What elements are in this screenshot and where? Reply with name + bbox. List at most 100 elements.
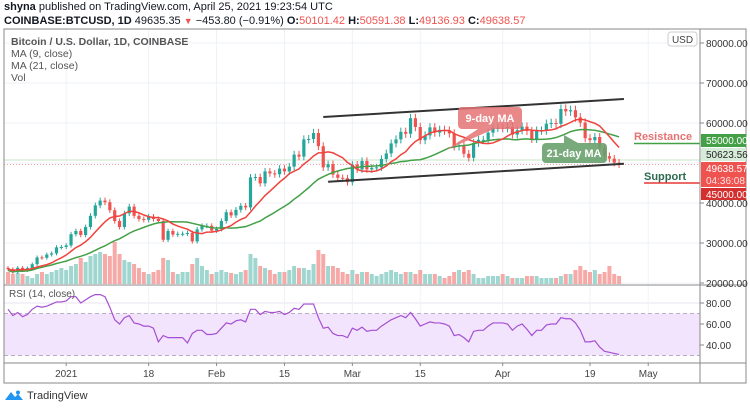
- volume-bar: [141, 272, 146, 284]
- candle-body: [564, 109, 568, 112]
- last-price-text: 49638.57: [706, 164, 748, 175]
- candle-body: [30, 264, 34, 269]
- volume-bar: [427, 274, 432, 284]
- tradingview-logo-text: TradingView: [27, 389, 88, 402]
- rsi-axis[interactable]: 40.00 60.00 80.00: [700, 299, 731, 352]
- candle-body: [278, 168, 282, 175]
- candle-body: [302, 139, 306, 157]
- candle-body: [176, 233, 180, 235]
- legend-rsi[interactable]: RSI (14, close): [9, 289, 76, 300]
- author: shyna: [4, 1, 36, 13]
- volume-bar: [423, 274, 428, 284]
- candle-body: [6, 267, 10, 269]
- price-axis[interactable]: 20000.00 30000.00 40000.00 60000.00 70000.00…: [700, 39, 748, 290]
- volume-bar: [6, 272, 10, 284]
- volume-bar: [253, 258, 258, 284]
- volume-bar: [200, 266, 204, 284]
- candle-body: [181, 233, 185, 235]
- candle-body: [607, 156, 611, 159]
- time-tick-label: 2021: [55, 369, 78, 380]
- volume-bar: [335, 268, 340, 284]
- volume-bar: [491, 276, 495, 284]
- candle-body: [559, 109, 563, 124]
- price-tick-label: 30000.00: [706, 239, 748, 250]
- volume-bar: [277, 272, 282, 284]
- tradingview-logo[interactable]: TradingView: [4, 389, 88, 402]
- volume-bar: [219, 270, 224, 284]
- candle-body: [35, 257, 39, 265]
- channel-lower-line[interactable]: [328, 162, 625, 183]
- candle-body: [224, 212, 228, 221]
- candle-body: [59, 247, 63, 248]
- volume-bar: [69, 266, 74, 284]
- volume-bar: [297, 268, 301, 284]
- candle-body: [360, 161, 364, 170]
- candle-body: [195, 229, 199, 242]
- candle-body: [370, 167, 374, 170]
- candle-body: [384, 153, 388, 159]
- volume-bar: [117, 254, 122, 284]
- volume-bar: [301, 268, 306, 284]
- volume-bar: [248, 254, 253, 284]
- volume-bar: [340, 272, 345, 284]
- rsi-tick-label: 80.00: [706, 299, 731, 310]
- last-price: 49635.35: [134, 15, 181, 27]
- candle-body: [258, 177, 262, 184]
- legend-vol[interactable]: Vol: [11, 72, 26, 84]
- support-price-text: 45000.00: [706, 190, 748, 201]
- close-value: 49638.57: [479, 15, 526, 27]
- volume-bar: [209, 274, 214, 284]
- candle-body: [593, 137, 597, 141]
- volume-bar: [321, 254, 326, 284]
- candle-body: [544, 123, 548, 131]
- candle-body: [40, 257, 44, 259]
- candle-body: [234, 209, 238, 216]
- currency-badge[interactable]: [667, 31, 698, 47]
- volume-bar: [44, 274, 49, 284]
- candle-body: [583, 122, 587, 139]
- candle-body: [244, 205, 248, 208]
- volume-bar: [243, 270, 248, 284]
- legend-ma9[interactable]: MA (9, close): [11, 48, 73, 60]
- support-price-tag: [701, 188, 746, 200]
- volume-bar: [49, 272, 54, 284]
- volume-bar: [389, 270, 394, 284]
- candle-body: [113, 210, 117, 221]
- volume-bar: [360, 272, 365, 284]
- candle-body: [375, 167, 379, 169]
- ma21-line: [7, 128, 620, 273]
- candle-body: [287, 166, 291, 172]
- publish-info: shyna published on TradingView.com, Apri…: [4, 1, 333, 14]
- ma21-callout[interactable]: 21-day MA: [542, 135, 607, 163]
- volume-bar: [93, 254, 98, 284]
- volume-bar: [466, 270, 471, 284]
- candle-body: [569, 110, 573, 112]
- candle-body: [554, 123, 558, 124]
- resistance-price-text: 55000.00: [706, 136, 748, 147]
- volume-bar: [544, 278, 549, 284]
- volume-bar: [520, 278, 525, 284]
- volume-bar: [287, 270, 292, 284]
- volume-bar: [495, 276, 500, 284]
- candle-body: [79, 231, 83, 235]
- bar-countdown: 04:36:08: [706, 176, 745, 187]
- candle-body: [161, 221, 165, 240]
- volume-bar: [607, 266, 612, 284]
- candle-body: [98, 200, 102, 206]
- volume-bar: [515, 278, 520, 284]
- volume-bar: [122, 260, 127, 284]
- time-tick-label: 18: [143, 369, 155, 380]
- ma9-callout[interactable]: 9-day MA: [446, 107, 522, 150]
- volume-bar: [73, 264, 78, 284]
- time-tick-label: 15: [415, 369, 427, 380]
- candle-body: [69, 234, 73, 246]
- time-axis[interactable]: 2021 18 Feb 15 Mar 15 Apr 19 May: [55, 363, 658, 380]
- volume-bar: [64, 270, 69, 284]
- volume-bar: [369, 274, 374, 284]
- volume-bar: [10, 274, 15, 284]
- candle-body: [486, 132, 490, 140]
- legend-ma21[interactable]: MA (21, close): [11, 60, 79, 72]
- time-tick-label: Feb: [208, 369, 226, 380]
- candle-body: [433, 127, 437, 133]
